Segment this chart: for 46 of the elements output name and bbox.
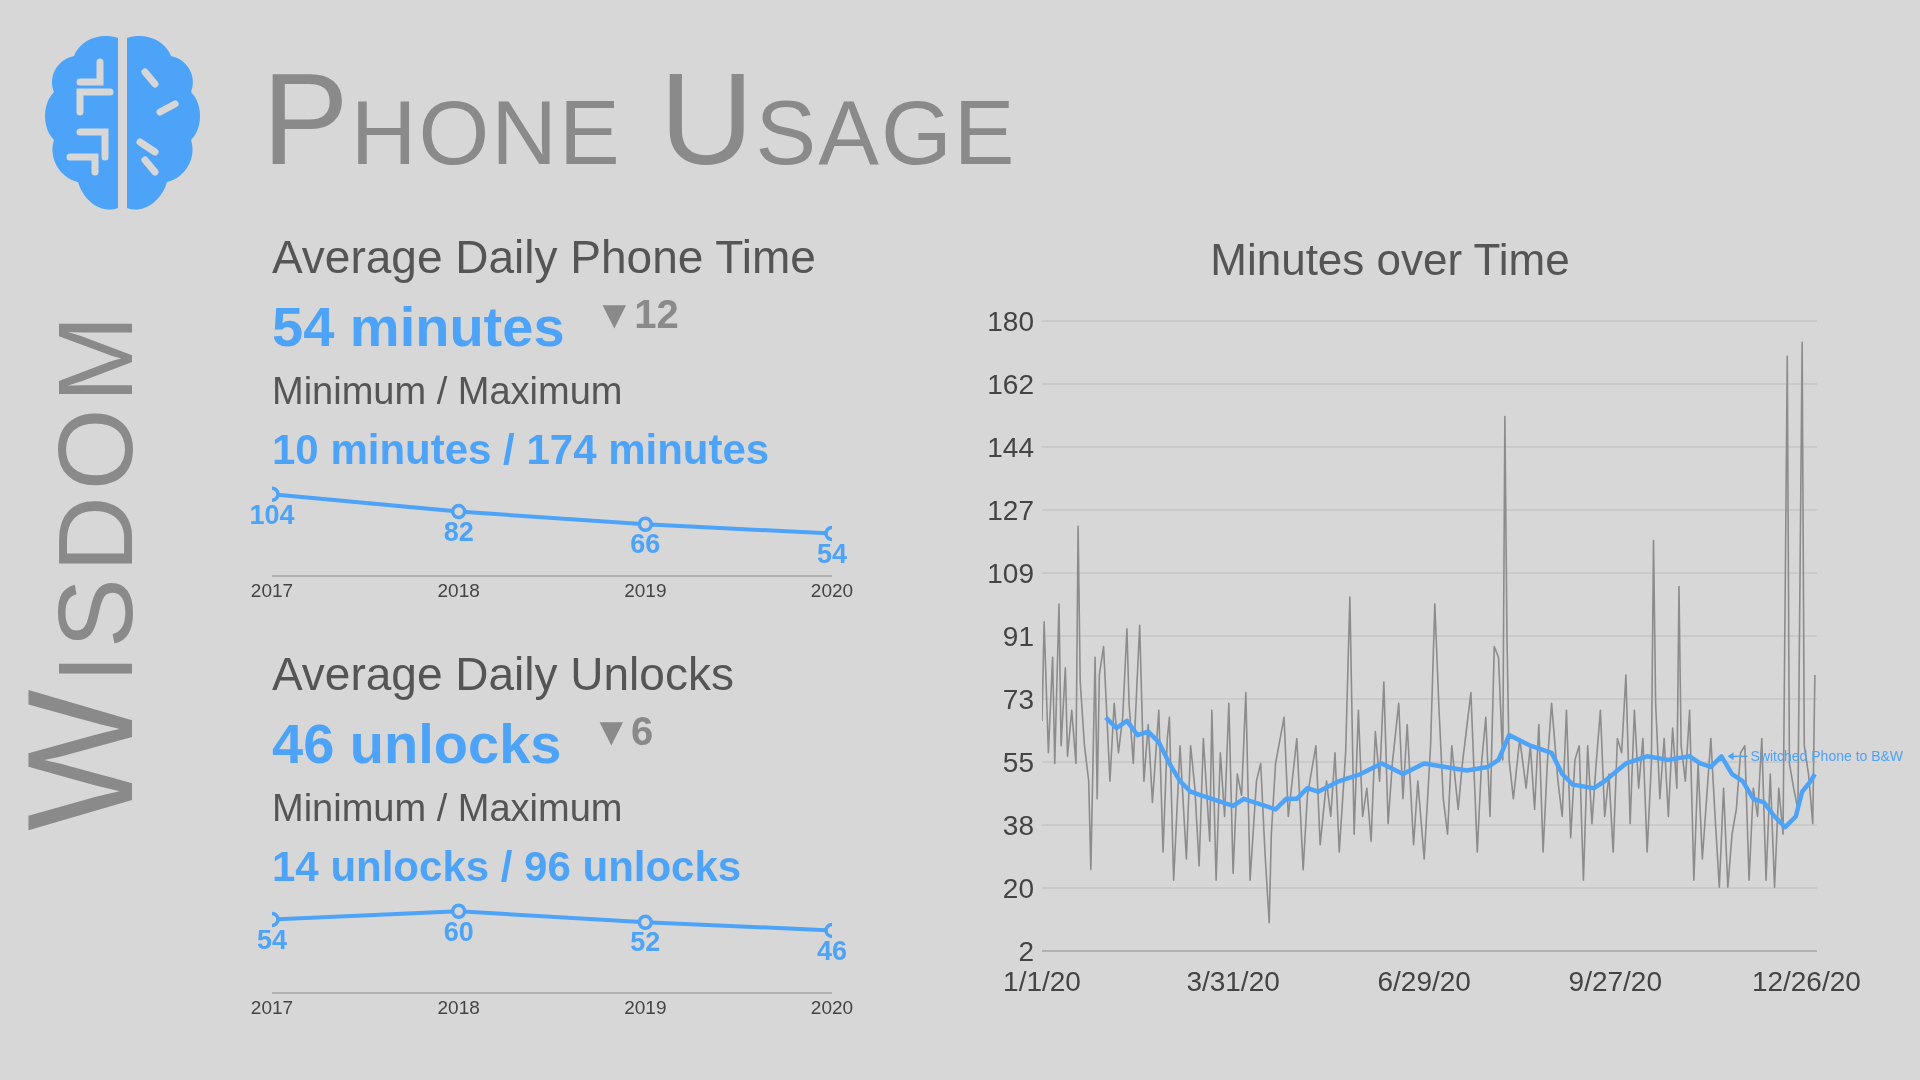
text: ▼6: [591, 709, 654, 753]
text: Phone Usage: [262, 46, 1017, 192]
text: 10 minutes / 174 minutes: [272, 426, 770, 474]
chart-title: Minutes over Time: [1209, 235, 1571, 285]
y-tick-label: 127: [987, 494, 1034, 526]
chart-subtitle: 46 unlocks: [272, 712, 562, 775]
y-tick-label: 91: [1002, 620, 1034, 652]
x-tick-label: 9/27/20: [1568, 965, 1662, 997]
x-tick-label: 2018: [437, 580, 480, 602]
chart-title: Average Daily Phone Time: [272, 230, 816, 284]
data-label: 52: [630, 927, 661, 958]
x-tick-label: 2020: [810, 580, 854, 602]
chart-subtitle: 54 minutes: [272, 295, 565, 358]
annotation: Switched Phone to B&W: [1750, 748, 1904, 765]
data-label: 60: [443, 916, 474, 947]
text: 14 unlocks / 96 unlocks: [272, 843, 742, 891]
x-tick-label: 2017: [250, 997, 294, 1019]
chart-title: Average Daily Unlocks: [272, 647, 734, 701]
x-tick-label: 12/26/20: [1751, 965, 1861, 997]
y-tick-label: 38: [1002, 809, 1034, 841]
y-tick-label: 20: [1002, 872, 1034, 904]
data-label: 66: [630, 529, 661, 560]
x-tick-label: 2017: [250, 580, 294, 602]
x-tick-label: 3/31/20: [1186, 965, 1280, 997]
x-tick-label: 2019: [624, 580, 667, 602]
x-tick-label: 2018: [437, 997, 480, 1019]
y-tick-label: 73: [1002, 683, 1034, 715]
y-tick-label: 144: [987, 431, 1034, 463]
data-label: 54: [816, 538, 848, 569]
y-tick-label: 109: [987, 557, 1034, 589]
y-tick-label: 2: [1018, 935, 1034, 967]
text: Minimum / Maximum: [272, 370, 623, 413]
data-label: 104: [249, 499, 295, 530]
y-tick-label: 55: [1002, 746, 1034, 778]
x-tick-label: 6/29/20: [1377, 965, 1471, 997]
data-label: 82: [443, 516, 474, 547]
x-tick-label: 2020: [810, 997, 854, 1019]
y-tick-label: 180: [987, 305, 1034, 337]
text: ▼12: [594, 292, 679, 336]
x-tick-label: 1/1/20: [1003, 965, 1081, 997]
x-tick-label: 2019: [624, 997, 667, 1019]
text: Wisdom: [0, 308, 164, 833]
data-label: 54: [256, 924, 288, 955]
text: Minimum / Maximum: [272, 787, 623, 830]
data-label: 46: [816, 935, 848, 966]
y-tick-label: 162: [987, 368, 1034, 400]
